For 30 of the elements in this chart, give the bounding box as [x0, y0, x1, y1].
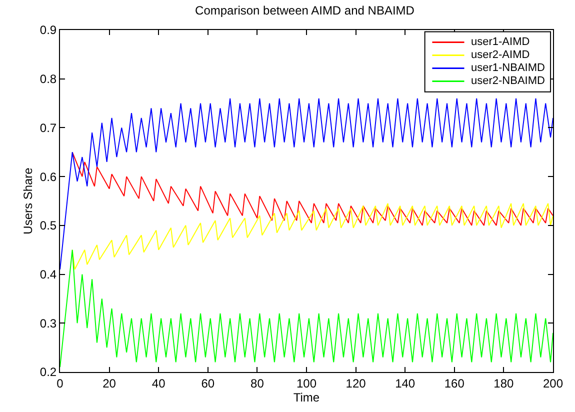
y-tick-label: 0.6	[40, 170, 57, 184]
legend-label: user1-AIMD	[471, 36, 530, 48]
x-tick-label: 120	[346, 376, 366, 390]
x-tick-label: 60	[201, 376, 215, 390]
y-tick-label: 0.9	[40, 23, 57, 38]
x-tick-label: 140	[395, 376, 416, 390]
x-axis-title: Time	[293, 390, 320, 404]
legend-label: user2-AIMD	[471, 49, 530, 61]
y-tick-label: 0.7	[40, 120, 57, 135]
y-tick-label: 0.4	[40, 267, 57, 282]
x-tick-label: 20	[102, 376, 116, 390]
x-tick-label: 0	[56, 376, 64, 390]
legend-label: user2-NBAIMD	[471, 75, 546, 87]
x-tick-label: 100	[296, 376, 317, 390]
y-tick-label: 0.2	[40, 365, 57, 380]
y-axis-title: Users Share	[21, 167, 36, 234]
line-series	[60, 98, 553, 270]
x-tick-label: 180	[494, 376, 514, 390]
chart-title: Comparison between AIMD and NBAIMD	[195, 4, 415, 18]
line-series	[72, 152, 553, 226]
legend-label: user1-NBAIMD	[471, 62, 546, 74]
x-tick-label: 160	[444, 376, 465, 390]
x-tick-label: 40	[152, 376, 166, 390]
y-tick-label: 0.5	[40, 218, 57, 233]
y-tick-label: 0.3	[40, 316, 57, 330]
x-tick-label: 200	[542, 376, 564, 390]
x-tick-label: 80	[250, 376, 264, 390]
line-series	[72, 202, 553, 270]
line-series	[60, 249, 553, 368]
y-tick-label: 0.8	[40, 72, 57, 86]
